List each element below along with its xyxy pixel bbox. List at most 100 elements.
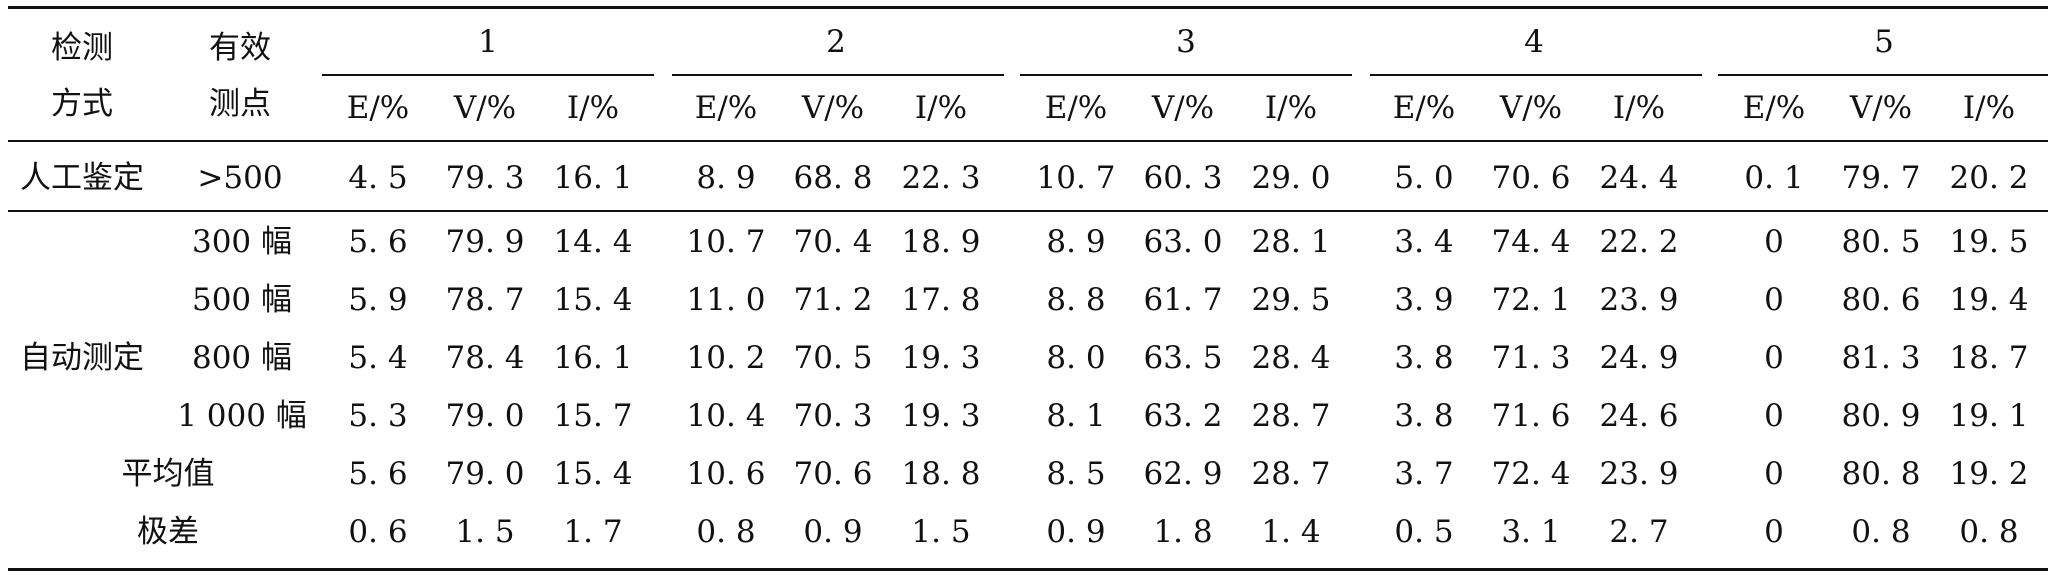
auto-value-cell: 23. 9 bbox=[1599, 282, 1679, 318]
summary-value-cell: 62. 9 bbox=[1143, 456, 1223, 492]
subcol-header: I/% bbox=[566, 90, 620, 126]
summary-value-cell: 0 bbox=[1764, 514, 1784, 550]
summary-value-cell: 0. 8 bbox=[1851, 514, 1911, 550]
group-header-5: 5 bbox=[1874, 24, 1894, 60]
auto-value-cell: 81. 3 bbox=[1841, 340, 1921, 376]
header-method-line2: 方式 bbox=[51, 86, 113, 122]
summary-label-cell: 极差 bbox=[137, 514, 199, 550]
subcol-header: V/% bbox=[801, 90, 865, 126]
summary-value-cell: 70. 6 bbox=[793, 456, 873, 492]
auto-value-cell: 74. 4 bbox=[1491, 224, 1571, 260]
manual-value-cell: 79. 3 bbox=[445, 160, 525, 196]
auto-points-cell: 800 幅 bbox=[191, 340, 293, 376]
auto-value-cell: 8. 9 bbox=[1046, 224, 1106, 260]
auto-value-cell: 70. 4 bbox=[793, 224, 873, 260]
auto-value-cell: 72. 1 bbox=[1491, 282, 1571, 318]
auto-value-cell: 3. 8 bbox=[1394, 398, 1454, 434]
manual-value-cell: 22. 3 bbox=[901, 160, 981, 196]
auto-value-cell: 19. 5 bbox=[1949, 224, 2029, 260]
summary-value-cell: 8. 5 bbox=[1046, 456, 1106, 492]
summary-value-cell: 0 bbox=[1764, 456, 1784, 492]
group-rule-5 bbox=[1718, 74, 2048, 76]
summary-value-cell: 15. 4 bbox=[553, 456, 633, 492]
subcol-header: E/% bbox=[1044, 90, 1108, 126]
auto-value-cell: 5. 3 bbox=[348, 398, 408, 434]
manual-value-cell: 20. 2 bbox=[1949, 160, 2029, 196]
auto-value-cell: 0 bbox=[1764, 398, 1784, 434]
auto-value-cell: 63. 0 bbox=[1143, 224, 1223, 260]
auto-value-cell: 71. 2 bbox=[793, 282, 873, 318]
auto-value-cell: 3. 8 bbox=[1394, 340, 1454, 376]
summary-value-cell: 5. 6 bbox=[348, 456, 408, 492]
manual-value-cell: 8. 9 bbox=[696, 160, 756, 196]
auto-value-cell: 80. 6 bbox=[1841, 282, 1921, 318]
auto-value-cell: 79. 0 bbox=[445, 398, 525, 434]
manual-value-cell: 0. 1 bbox=[1744, 160, 1804, 196]
header-points-line1: 有效 bbox=[209, 30, 271, 66]
auto-value-cell: 29. 5 bbox=[1251, 282, 1331, 318]
manual-value-cell: 24. 4 bbox=[1599, 160, 1679, 196]
summary-value-cell: 2. 7 bbox=[1609, 514, 1669, 550]
group-rule-2 bbox=[672, 74, 1004, 76]
summary-value-cell: 72. 4 bbox=[1491, 456, 1571, 492]
summary-value-cell: 1. 5 bbox=[911, 514, 971, 550]
group-header-3: 3 bbox=[1176, 24, 1196, 60]
auto-value-cell: 79. 9 bbox=[445, 224, 525, 260]
group-header-4: 4 bbox=[1524, 24, 1544, 60]
summary-value-cell: 3. 1 bbox=[1501, 514, 1561, 550]
auto-value-cell: 71. 6 bbox=[1491, 398, 1571, 434]
header-method-line1: 检测 bbox=[51, 30, 113, 66]
summary-value-cell: 0. 5 bbox=[1394, 514, 1454, 550]
auto-value-cell: 24. 6 bbox=[1599, 398, 1679, 434]
auto-value-cell: 63. 5 bbox=[1143, 340, 1223, 376]
auto-value-cell: 78. 7 bbox=[445, 282, 525, 318]
auto-value-cell: 71. 3 bbox=[1491, 340, 1571, 376]
subcol-header: V/% bbox=[453, 90, 517, 126]
auto-value-cell: 10. 7 bbox=[686, 224, 766, 260]
subcol-header: V/% bbox=[1151, 90, 1215, 126]
header-points-line2: 测点 bbox=[209, 86, 271, 122]
auto-value-cell: 16. 1 bbox=[553, 340, 633, 376]
auto-value-cell: 80. 9 bbox=[1841, 398, 1921, 434]
manual-value-cell: 60. 3 bbox=[1143, 160, 1223, 196]
auto-value-cell: 10. 2 bbox=[686, 340, 766, 376]
summary-value-cell: 0. 6 bbox=[348, 514, 408, 550]
auto-value-cell: 28. 4 bbox=[1251, 340, 1331, 376]
auto-value-cell: 8. 8 bbox=[1046, 282, 1106, 318]
auto-value-cell: 3. 4 bbox=[1394, 224, 1454, 260]
auto-value-cell: 70. 5 bbox=[793, 340, 873, 376]
top-rule bbox=[8, 6, 2048, 9]
summary-value-cell: 79. 0 bbox=[445, 456, 525, 492]
auto-points-cell: 300 幅 bbox=[191, 224, 293, 260]
header-bottom-rule bbox=[8, 140, 2048, 142]
auto-value-cell: 15. 7 bbox=[553, 398, 633, 434]
summary-value-cell: 0. 8 bbox=[696, 514, 756, 550]
summary-value-cell: 10. 6 bbox=[686, 456, 766, 492]
summary-value-cell: 1. 8 bbox=[1153, 514, 1213, 550]
auto-value-cell: 0 bbox=[1764, 282, 1784, 318]
auto-value-cell: 5. 9 bbox=[348, 282, 408, 318]
manual-method-cell: 人工鉴定 bbox=[20, 160, 144, 196]
summary-value-cell: 0. 9 bbox=[1046, 514, 1106, 550]
auto-value-cell: 11. 0 bbox=[686, 282, 766, 318]
auto-value-cell: 5. 6 bbox=[348, 224, 408, 260]
summary-value-cell: 1. 4 bbox=[1261, 514, 1321, 550]
auto-value-cell: 70. 3 bbox=[793, 398, 873, 434]
summary-value-cell: 28. 7 bbox=[1251, 456, 1331, 492]
subcol-header: I/% bbox=[1264, 90, 1318, 126]
manual-value-cell: 79. 7 bbox=[1841, 160, 1921, 196]
auto-value-cell: 28. 7 bbox=[1251, 398, 1331, 434]
manual-bottom-rule bbox=[8, 210, 2048, 212]
subcol-header: I/% bbox=[1612, 90, 1666, 126]
bottom-rule bbox=[8, 568, 2048, 571]
auto-value-cell: 0 bbox=[1764, 340, 1784, 376]
auto-value-cell: 78. 4 bbox=[445, 340, 525, 376]
summary-value-cell: 18. 8 bbox=[901, 456, 981, 492]
auto-value-cell: 8. 1 bbox=[1046, 398, 1106, 434]
summary-value-cell: 1. 5 bbox=[455, 514, 515, 550]
summary-value-cell: 23. 9 bbox=[1599, 456, 1679, 492]
group-header-1: 1 bbox=[478, 24, 498, 60]
auto-value-cell: 19. 3 bbox=[901, 340, 981, 376]
auto-value-cell: 28. 1 bbox=[1251, 224, 1331, 260]
subcol-header: E/% bbox=[1392, 90, 1456, 126]
